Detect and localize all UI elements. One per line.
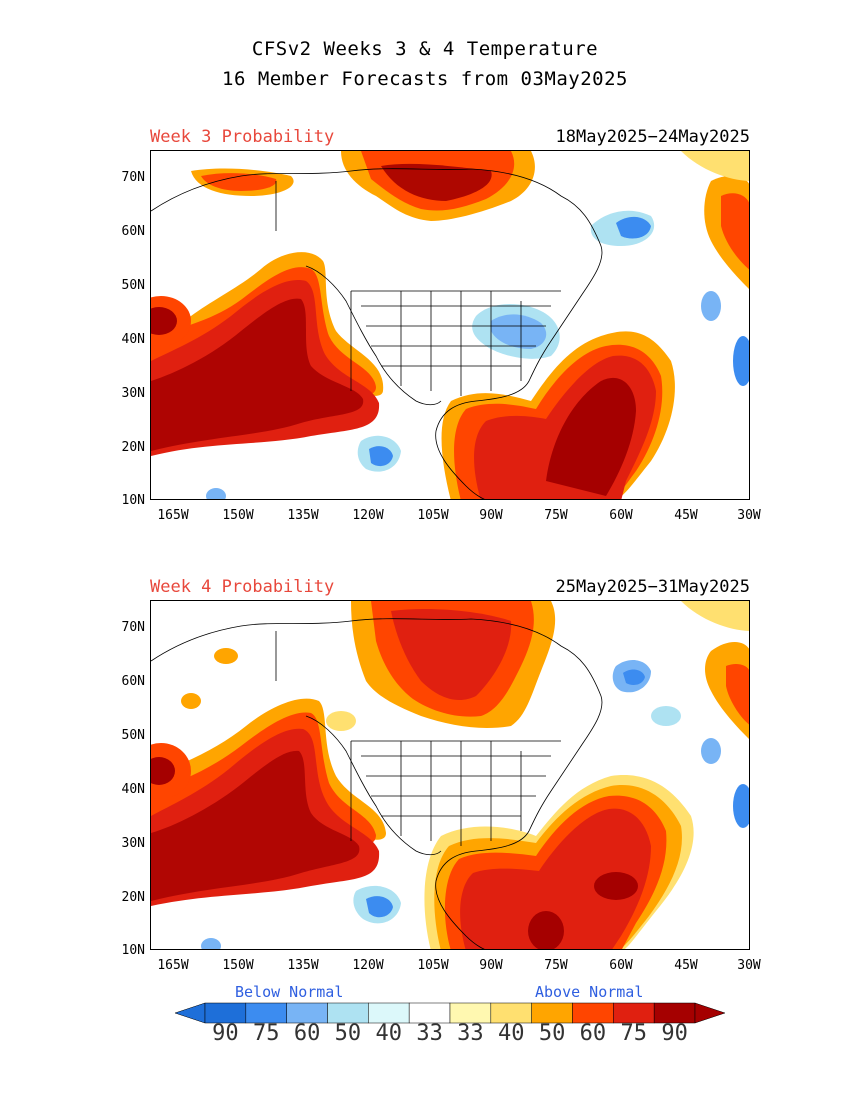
- color-legend-bar: [175, 1002, 725, 1024]
- lon-tick: 30W: [737, 958, 761, 973]
- legend-swatch: [204, 1002, 247, 1024]
- lon-tick: 60W: [609, 958, 633, 973]
- legend-value: 33: [457, 1021, 484, 1046]
- legend-value: 60: [293, 1021, 321, 1046]
- legend-value: 75: [620, 1021, 648, 1046]
- lat-tick: 30N: [121, 386, 145, 401]
- lon-tick: 120W: [352, 958, 384, 973]
- lon-tick: 135W: [287, 958, 319, 973]
- legend-value: 60: [579, 1021, 607, 1046]
- lat-tick: 60N: [121, 224, 145, 239]
- lat-tick: 40N: [121, 332, 145, 347]
- week3-above-normal-contours: [151, 151, 749, 499]
- legend-swatch: [572, 1002, 614, 1024]
- legend-arrow-left: [175, 1002, 206, 1024]
- lon-tick: 105W: [417, 508, 449, 523]
- legend-value: 50: [538, 1021, 566, 1046]
- lat-tick: 10N: [121, 493, 145, 508]
- week3-dates: 18May2025−24May2025: [555, 127, 750, 147]
- lon-tick: 90W: [479, 508, 503, 523]
- week4-label: Week 4 Probability: [150, 577, 335, 597]
- lon-tick: 135W: [287, 508, 319, 523]
- legend-below-normal-label: Below Normal: [235, 983, 344, 1001]
- lon-tick: 165W: [157, 958, 189, 973]
- legend-value: 90: [661, 1021, 688, 1046]
- lat-tick: 70N: [121, 170, 145, 185]
- lon-tick: 75W: [544, 508, 568, 523]
- legend-swatch: [449, 1002, 492, 1024]
- lon-tick: 150W: [222, 958, 254, 973]
- legend-swatch: [653, 1002, 696, 1024]
- week3-coastlines: [151, 168, 603, 499]
- lat-tick: 70N: [121, 620, 145, 635]
- legend-value: 90: [212, 1021, 239, 1046]
- legend-swatch: [531, 1002, 573, 1024]
- title-line-1: CFSv2 Weeks 3 & 4 Temperature: [251, 38, 599, 60]
- legend-value: 75: [253, 1021, 280, 1046]
- lon-tick: 75W: [544, 958, 568, 973]
- lat-tick: 10N: [121, 943, 145, 958]
- legend-value: 33: [416, 1021, 443, 1046]
- legend-above-normal-label: Above Normal: [535, 983, 644, 1001]
- legend-value: 50: [334, 1021, 362, 1046]
- lon-tick: 165W: [157, 508, 189, 523]
- lon-tick: 45W: [674, 508, 698, 523]
- legend-arrow-right: [694, 1002, 725, 1024]
- lat-tick: 60N: [121, 674, 145, 689]
- legend-swatch: [490, 1002, 532, 1024]
- legend-value: 40: [375, 1021, 403, 1046]
- week4-above-normal-contours: [151, 601, 749, 949]
- lon-tick: 60W: [609, 508, 633, 523]
- week3-below-normal-contours: [206, 210, 749, 499]
- lon-tick: 120W: [352, 508, 384, 523]
- legend-swatch: [613, 1002, 655, 1024]
- week4-coastlines: [151, 618, 603, 949]
- week4-map: [150, 600, 750, 950]
- lon-tick: 150W: [222, 508, 254, 523]
- lat-tick: 20N: [121, 890, 145, 905]
- week3-label: Week 3 Probability: [150, 127, 335, 147]
- legend-swatch: [327, 1002, 369, 1024]
- lon-tick: 30W: [737, 508, 761, 523]
- lat-tick: 50N: [121, 278, 145, 293]
- lat-tick: 50N: [121, 728, 145, 743]
- week4-dates: 25May2025−31May2025: [555, 577, 750, 597]
- title-line-2: 16 Member Forecasts from 03May2025: [222, 68, 628, 90]
- lon-tick: 90W: [479, 958, 503, 973]
- legend-value: 40: [498, 1021, 525, 1046]
- lon-tick: 105W: [417, 958, 449, 973]
- lat-tick: 40N: [121, 782, 145, 797]
- lon-tick: 45W: [674, 958, 698, 973]
- legend-swatch: [245, 1002, 287, 1024]
- lat-tick: 30N: [121, 836, 145, 851]
- legend-swatch: [408, 1002, 451, 1024]
- legend-swatch: [286, 1002, 328, 1024]
- legend-swatch: [368, 1002, 410, 1024]
- lat-tick: 20N: [121, 440, 145, 455]
- week3-map: [150, 150, 750, 500]
- week4-below-normal-contours: [201, 659, 749, 949]
